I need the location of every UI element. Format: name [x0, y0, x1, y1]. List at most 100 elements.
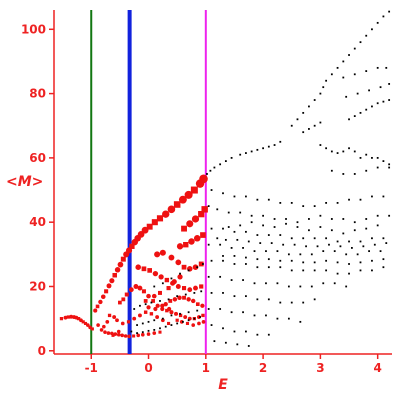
data-point	[207, 243, 210, 246]
data-point	[201, 206, 208, 213]
data-point	[299, 253, 302, 256]
data-point	[143, 299, 148, 303]
data-point	[167, 205, 176, 214]
data-point	[152, 270, 159, 277]
data-point	[197, 321, 201, 326]
data-point	[181, 264, 187, 270]
data-point	[382, 15, 385, 18]
data-point	[136, 332, 138, 335]
data-point	[342, 173, 345, 175]
y-tick-label: 60	[29, 151, 46, 165]
data-point	[339, 245, 342, 248]
data-point	[168, 299, 173, 303]
data-point	[120, 333, 124, 338]
data-point	[348, 198, 350, 201]
data-point	[313, 99, 316, 101]
data-point	[181, 225, 187, 232]
data-point	[146, 293, 151, 299]
data-point	[213, 166, 216, 169]
data-point	[191, 323, 196, 327]
data-point	[345, 95, 348, 98]
data-point	[63, 315, 68, 320]
data-point	[267, 266, 270, 269]
data-point	[382, 237, 385, 240]
data-point	[313, 269, 316, 272]
data-point	[210, 292, 213, 294]
data-point	[371, 105, 373, 108]
data-point	[319, 92, 322, 95]
data-point	[310, 285, 313, 288]
data-point	[137, 285, 143, 291]
data-point	[112, 272, 117, 278]
data-point	[322, 86, 325, 89]
data-point	[330, 73, 333, 76]
data-point	[296, 221, 299, 224]
data-point	[112, 315, 117, 319]
data-point	[236, 238, 239, 241]
data-point	[117, 261, 124, 268]
data-point	[83, 321, 88, 326]
data-point	[167, 298, 170, 301]
data-point	[210, 189, 213, 191]
data-point	[276, 317, 279, 320]
data-point	[172, 297, 178, 302]
data-point	[388, 166, 391, 169]
data-point	[296, 226, 299, 228]
data-point	[359, 41, 362, 44]
data-point	[147, 329, 150, 332]
data-point	[267, 258, 270, 261]
data-point	[362, 245, 365, 248]
data-point	[285, 218, 287, 220]
data-point	[319, 226, 322, 228]
data-point	[262, 147, 265, 150]
data-point	[141, 331, 144, 334]
data-point	[356, 253, 359, 256]
data-point	[184, 190, 193, 199]
data-point	[196, 266, 199, 269]
data-point	[207, 275, 210, 278]
data-point	[267, 198, 270, 201]
data-point	[245, 152, 247, 154]
data-point	[250, 214, 253, 217]
data-point	[319, 121, 322, 124]
data-point	[155, 303, 160, 308]
data-point	[273, 144, 276, 146]
data-point	[322, 250, 325, 253]
data-point	[245, 230, 247, 233]
data-point	[365, 108, 368, 111]
data-point	[342, 60, 345, 63]
data-point	[382, 160, 385, 163]
data-point	[290, 124, 293, 127]
data-point	[176, 322, 179, 325]
data-point	[149, 312, 154, 316]
data-point	[382, 266, 385, 269]
data-point	[293, 243, 296, 246]
data-point	[120, 321, 125, 326]
data-point	[139, 304, 141, 307]
data-point	[219, 308, 222, 310]
data-point	[104, 289, 109, 294]
data-point	[156, 215, 164, 222]
data-point	[388, 99, 391, 101]
data-point	[305, 245, 307, 248]
data-point	[350, 247, 353, 249]
data-point	[166, 286, 171, 291]
data-point	[187, 269, 190, 272]
data-point	[256, 333, 259, 336]
data-point	[247, 345, 250, 347]
data-point	[99, 328, 104, 332]
data-point	[273, 226, 276, 228]
data-point	[213, 340, 216, 343]
data-point	[302, 301, 305, 304]
data-point	[250, 221, 253, 224]
data-point	[267, 298, 270, 301]
data-point	[100, 294, 106, 300]
data-point	[376, 66, 379, 69]
data-point	[167, 306, 172, 312]
data-point	[371, 28, 373, 31]
data-point	[230, 247, 233, 249]
data-point	[313, 124, 316, 127]
data-point	[302, 111, 305, 114]
data-point	[153, 328, 156, 331]
y-tick-label: 20	[29, 279, 46, 293]
